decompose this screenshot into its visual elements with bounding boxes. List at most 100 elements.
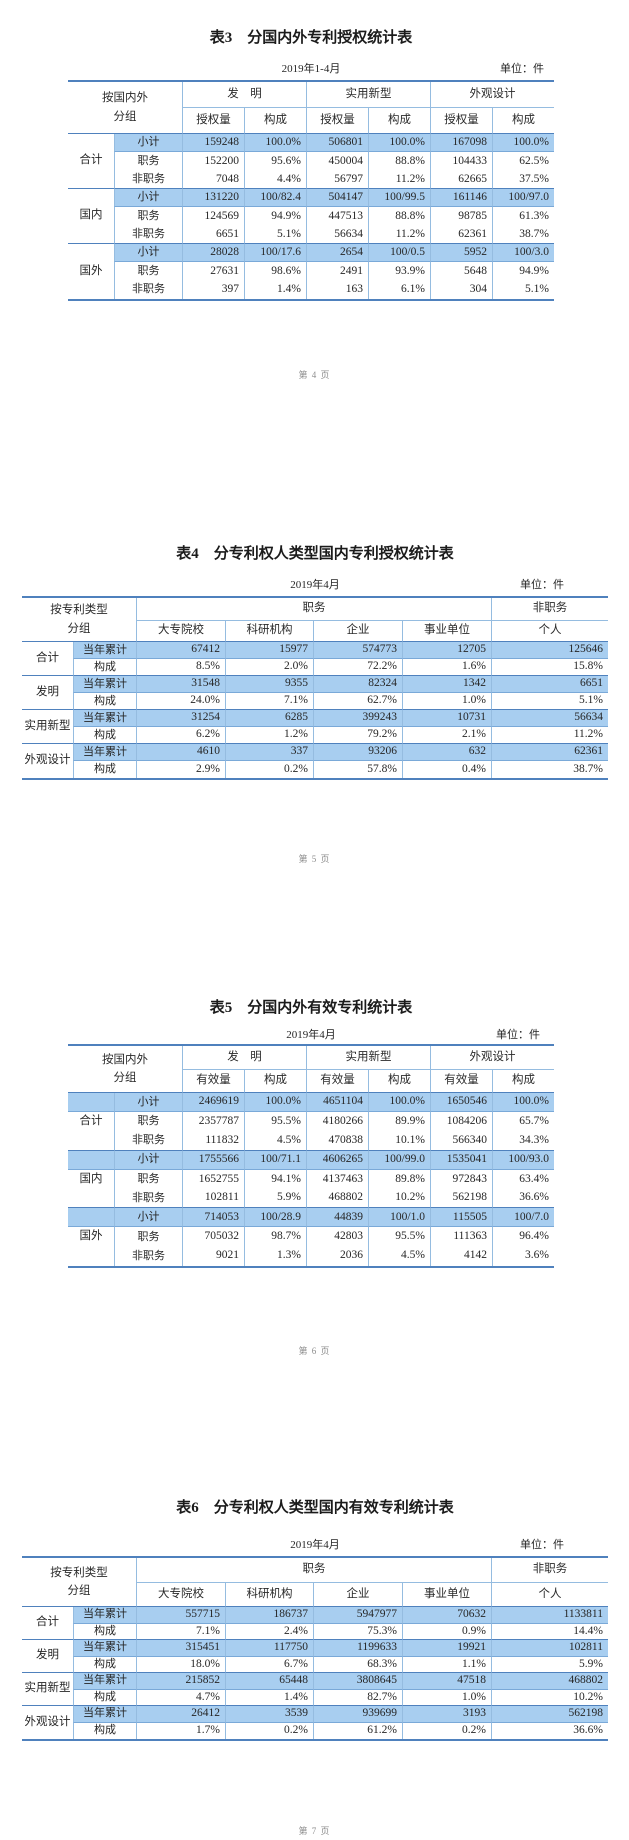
value-cell: 0.2%	[225, 761, 313, 778]
group-cell-fill	[68, 1247, 114, 1266]
value-cell: 2357787	[182, 1112, 244, 1132]
row-label: 小计	[114, 1208, 182, 1228]
header-subcol: 个人	[491, 1583, 608, 1607]
value-cell: 75.3%	[313, 1623, 402, 1640]
value-cell: 111832	[182, 1131, 244, 1151]
header-subcol: 构成	[244, 108, 306, 134]
value-cell: 57.8%	[313, 761, 402, 778]
value-cell: 89.9%	[368, 1112, 430, 1132]
value-cell: 8.5%	[136, 659, 225, 676]
value-cell: 100.0%	[368, 134, 430, 153]
page-number-7: 第 7 页	[298, 1826, 331, 1836]
value-cell: 1.7%	[136, 1722, 225, 1739]
value-cell: 56634	[491, 710, 608, 727]
header-subcol: 科研机构	[225, 621, 313, 642]
page-number-5: 第 5 页	[298, 854, 331, 864]
row-label: 小计	[114, 1150, 182, 1170]
header-subcol: 大专院校	[136, 1583, 225, 1607]
value-cell: 11.2%	[491, 727, 608, 744]
value-cell: 0.9%	[402, 1623, 491, 1640]
value-cell: 93206	[313, 744, 402, 761]
value-cell: 11.2%	[368, 225, 430, 244]
row-label: 当年累计	[73, 1673, 136, 1690]
group-label: 发明	[22, 1640, 73, 1673]
header-subcol: 科研机构	[225, 1583, 313, 1607]
value-cell: 5947977	[313, 1607, 402, 1624]
value-cell: 100/1.0	[368, 1208, 430, 1228]
value-cell: 31548	[136, 676, 225, 693]
value-cell: 79.2%	[313, 727, 402, 744]
header-colgroup: 发 明	[182, 1046, 306, 1070]
header-subcol: 企业	[313, 621, 402, 642]
value-cell: 124569	[182, 207, 244, 226]
header-subcol: 构成	[368, 1070, 430, 1093]
value-cell: 100/7.0	[492, 1208, 554, 1228]
row-label: 构成	[73, 659, 136, 676]
value-cell: 56634	[306, 225, 368, 244]
value-cell: 10731	[402, 710, 491, 727]
value-cell: 5.9%	[491, 1656, 608, 1673]
value-cell: 7048	[182, 170, 244, 189]
value-cell: 315451	[136, 1640, 225, 1657]
header-group-label: 按国内外 分组	[68, 1046, 182, 1093]
value-cell: 972843	[430, 1169, 492, 1189]
value-cell: 102811	[491, 1640, 608, 1657]
row-label: 构成	[73, 1623, 136, 1640]
value-cell: 1.4%	[244, 280, 306, 299]
group-label: 合计	[68, 134, 114, 189]
value-cell: 62361	[491, 744, 608, 761]
header-colgroup: 外观设计	[430, 82, 554, 108]
header-subcol: 授权量	[182, 108, 244, 134]
table5-section: 表5 分国内外有效专利统计表 2019年4月 单位：件 按国内外 分组发 明实用新…	[68, 996, 554, 1268]
value-cell: 939699	[313, 1706, 402, 1723]
group-label: 实用新型	[22, 710, 73, 744]
value-cell: 4651104	[306, 1093, 368, 1113]
row-label: 小计	[114, 1093, 182, 1113]
row-label: 非职务	[114, 280, 182, 299]
value-cell: 18.0%	[136, 1656, 225, 1673]
table6-section: 表6 分专利权人类型国内有效专利统计表 2019年4月 单位：件 按专利类型 分组…	[22, 1496, 608, 1741]
value-cell: 94.9%	[244, 207, 306, 226]
value-cell: 4142	[430, 1246, 492, 1266]
value-cell: 111363	[430, 1227, 492, 1247]
value-cell: 566340	[430, 1131, 492, 1151]
value-cell: 557715	[136, 1607, 225, 1624]
row-label: 职务	[114, 1169, 182, 1189]
group-label: 国内	[68, 189, 114, 244]
row-label: 当年累计	[73, 744, 136, 761]
value-cell: 2036	[306, 1246, 368, 1266]
value-cell: 6.7%	[225, 1656, 313, 1673]
value-cell: 24.0%	[136, 693, 225, 710]
table6-period: 2019年4月	[290, 1539, 340, 1551]
value-cell: 94.9%	[492, 262, 554, 281]
header-group-label: 按专利类型 分组	[22, 1558, 136, 1607]
table3-unit: 单位：件	[500, 63, 544, 75]
table3-grid: 按国内外 分组发 明实用新型 外观设计 授权量 构成 授权量 构成 授权量 构成 合计 小计 1592…	[68, 80, 554, 301]
value-cell: 131220	[182, 188, 244, 208]
row-label: 构成	[73, 1722, 136, 1739]
value-cell: 7.1%	[225, 693, 313, 710]
value-cell: 38.7%	[491, 761, 608, 778]
value-cell: 125646	[491, 642, 608, 659]
group-cell-fill	[68, 1131, 114, 1151]
table4-title: 表4 分专利权人类型国内专利授权统计表	[176, 546, 454, 562]
value-cell: 9355	[225, 676, 313, 693]
group-label: 外观设计	[24, 1715, 71, 1728]
value-cell: 38.7%	[492, 225, 554, 244]
row-label: 非职务	[114, 225, 182, 244]
value-cell: 94.1%	[244, 1169, 306, 1189]
value-cell: 1084206	[430, 1112, 492, 1132]
table4-meta: 2019年4月 单位：件	[22, 576, 608, 591]
row-label: 小计	[114, 134, 182, 153]
value-cell: 399243	[313, 710, 402, 727]
value-cell: 2.0%	[225, 659, 313, 676]
value-cell: 100/99.5	[368, 188, 430, 208]
header-colgroup: 非职务	[491, 598, 608, 621]
header-group-label: 按国内外 分组	[68, 82, 182, 134]
row-label: 职务	[114, 207, 182, 226]
table3-period: 2019年1-4月	[281, 63, 341, 75]
value-cell: 95.5%	[368, 1227, 430, 1247]
value-cell: 100/0.5	[368, 243, 430, 263]
header-colgroup: 发 明	[182, 82, 306, 108]
value-cell: 2.4%	[225, 1623, 313, 1640]
